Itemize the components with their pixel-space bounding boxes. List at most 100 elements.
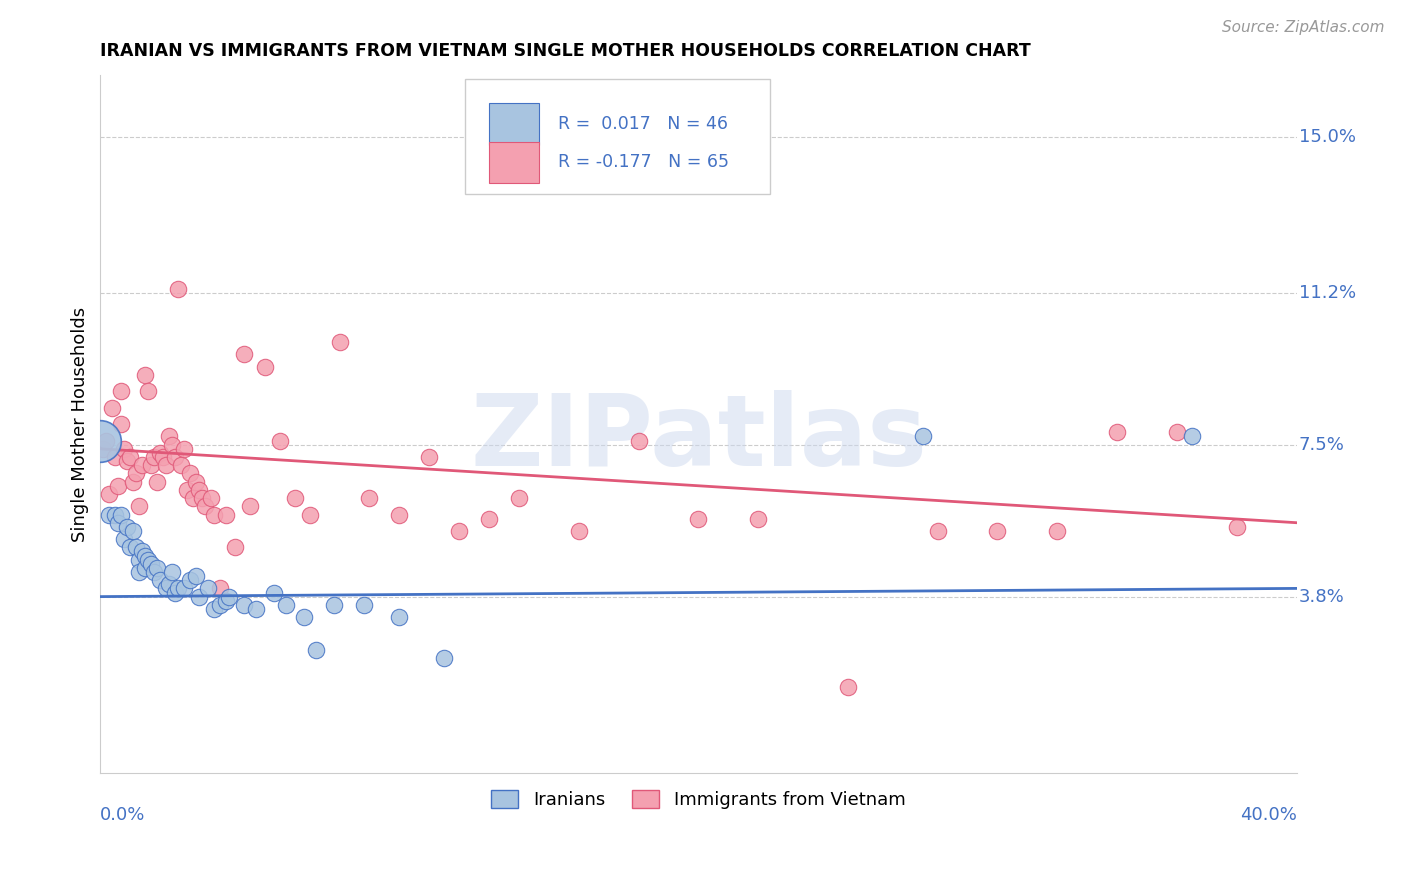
Point [418,450,440,464]
Point [1046,524,1069,538]
Point [188,590,211,604]
Text: ZIPatlas: ZIPatlas [470,390,927,487]
Point [89,434,111,448]
Point [184,569,207,583]
Point [627,434,650,448]
Legend: Iranians, Immigrants from Vietnam: Iranians, Immigrants from Vietnam [484,782,912,816]
Point [110,417,132,432]
Point [146,475,169,489]
Point [179,573,201,587]
Point [298,508,321,522]
Point [837,680,859,694]
Point [181,491,204,505]
Text: 3.8%: 3.8% [1299,588,1344,606]
Point [110,508,132,522]
Point [269,434,291,448]
Point [688,511,710,525]
Point [218,590,240,604]
Point [165,450,187,464]
Point [136,384,159,399]
Point [117,520,139,534]
Point [157,577,180,591]
Point [104,508,127,522]
Point [131,544,153,558]
Point [911,429,934,443]
Point [117,454,139,468]
Point [215,593,238,607]
Point [224,541,246,555]
Text: 11.2%: 11.2% [1299,284,1355,301]
Point [208,598,231,612]
Point [167,282,190,296]
Point [152,450,174,464]
FancyBboxPatch shape [465,78,770,194]
Point [208,582,231,596]
Y-axis label: Single Mother Households: Single Mother Households [72,307,89,541]
Point [141,557,163,571]
Point [215,508,238,522]
Point [433,651,456,665]
Point [96,434,118,448]
Point [165,585,187,599]
Point [173,442,195,456]
Point [160,565,183,579]
Point [232,598,254,612]
Text: R = -0.177   N = 65: R = -0.177 N = 65 [558,153,730,171]
Point [173,582,195,596]
Point [232,347,254,361]
Text: IRANIAN VS IMMIGRANTS FROM VIETNAM SINGLE MOTHER HOUSEHOLDS CORRELATION CHART: IRANIAN VS IMMIGRANTS FROM VIETNAM SINGL… [100,42,1031,60]
Point [1166,425,1188,440]
Point [110,384,132,399]
Point [508,491,530,505]
Point [1226,520,1249,534]
Point [149,446,172,460]
Point [353,598,375,612]
Point [274,598,297,612]
Point [179,467,201,481]
Text: R =  0.017   N = 46: R = 0.017 N = 46 [558,115,728,133]
Point [388,508,411,522]
Point [1181,429,1204,443]
FancyBboxPatch shape [489,142,540,183]
Point [143,565,166,579]
Point [136,552,159,566]
Point [388,610,411,624]
Point [104,450,127,464]
Point [359,491,381,505]
Point [125,467,148,481]
Point [131,458,153,473]
Point [134,549,156,563]
Point [125,541,148,555]
Point [1107,425,1129,440]
Point [112,532,135,546]
Point [253,359,276,374]
Point [120,450,142,464]
Point [146,561,169,575]
Point [188,483,211,497]
Point [167,582,190,596]
Point [149,573,172,587]
Point [191,491,214,505]
Point [143,450,166,464]
Point [107,479,129,493]
Text: 7.5%: 7.5% [1299,435,1344,454]
Point [478,511,501,525]
Point [128,552,150,566]
Point [927,524,949,538]
Point [98,487,121,501]
Point [93,442,115,456]
Point [284,491,307,505]
Point [157,429,180,443]
Point [134,368,156,382]
Point [155,458,177,473]
Point [747,511,769,525]
Point [202,508,225,522]
Text: 15.0%: 15.0% [1299,128,1355,145]
Point [120,541,142,555]
Point [128,500,150,514]
Point [98,508,121,522]
Point [197,582,219,596]
Point [200,491,222,505]
Point [160,438,183,452]
Point [122,475,145,489]
